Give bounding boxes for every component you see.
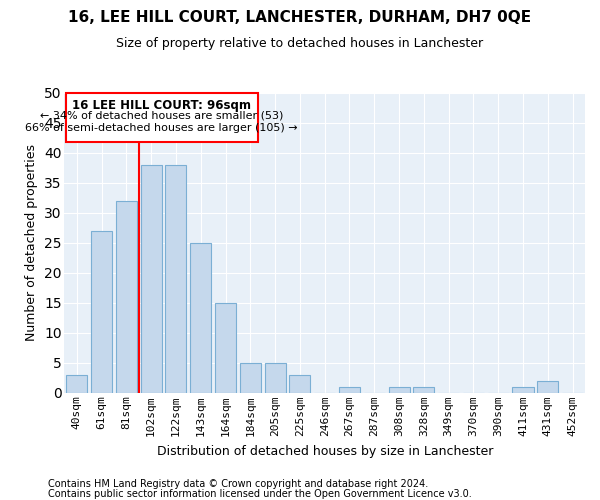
Bar xyxy=(537,381,559,393)
Bar xyxy=(166,165,187,393)
Y-axis label: Number of detached properties: Number of detached properties xyxy=(25,144,38,342)
Text: Contains public sector information licensed under the Open Government Licence v3: Contains public sector information licen… xyxy=(48,489,472,499)
Bar xyxy=(91,231,112,393)
Text: 66% of semi-detached houses are larger (105) →: 66% of semi-detached houses are larger (… xyxy=(25,123,298,133)
Text: Contains HM Land Registry data © Crown copyright and database right 2024.: Contains HM Land Registry data © Crown c… xyxy=(48,479,428,489)
Bar xyxy=(190,243,211,393)
Bar xyxy=(389,387,410,393)
Bar xyxy=(65,93,258,142)
Text: ← 34% of detached houses are smaller (53): ← 34% of detached houses are smaller (53… xyxy=(40,111,283,121)
Bar xyxy=(66,375,88,393)
X-axis label: Distribution of detached houses by size in Lanchester: Distribution of detached houses by size … xyxy=(157,444,493,458)
Bar xyxy=(339,387,360,393)
Text: 16, LEE HILL COURT, LANCHESTER, DURHAM, DH7 0QE: 16, LEE HILL COURT, LANCHESTER, DURHAM, … xyxy=(68,10,532,25)
Text: Size of property relative to detached houses in Lanchester: Size of property relative to detached ho… xyxy=(116,38,484,51)
Bar xyxy=(512,387,533,393)
Bar xyxy=(215,303,236,393)
Bar xyxy=(116,201,137,393)
Bar xyxy=(240,363,261,393)
Bar xyxy=(140,165,162,393)
Bar xyxy=(265,363,286,393)
Bar xyxy=(413,387,434,393)
Bar xyxy=(289,375,310,393)
Text: 16 LEE HILL COURT: 96sqm: 16 LEE HILL COURT: 96sqm xyxy=(72,99,251,112)
